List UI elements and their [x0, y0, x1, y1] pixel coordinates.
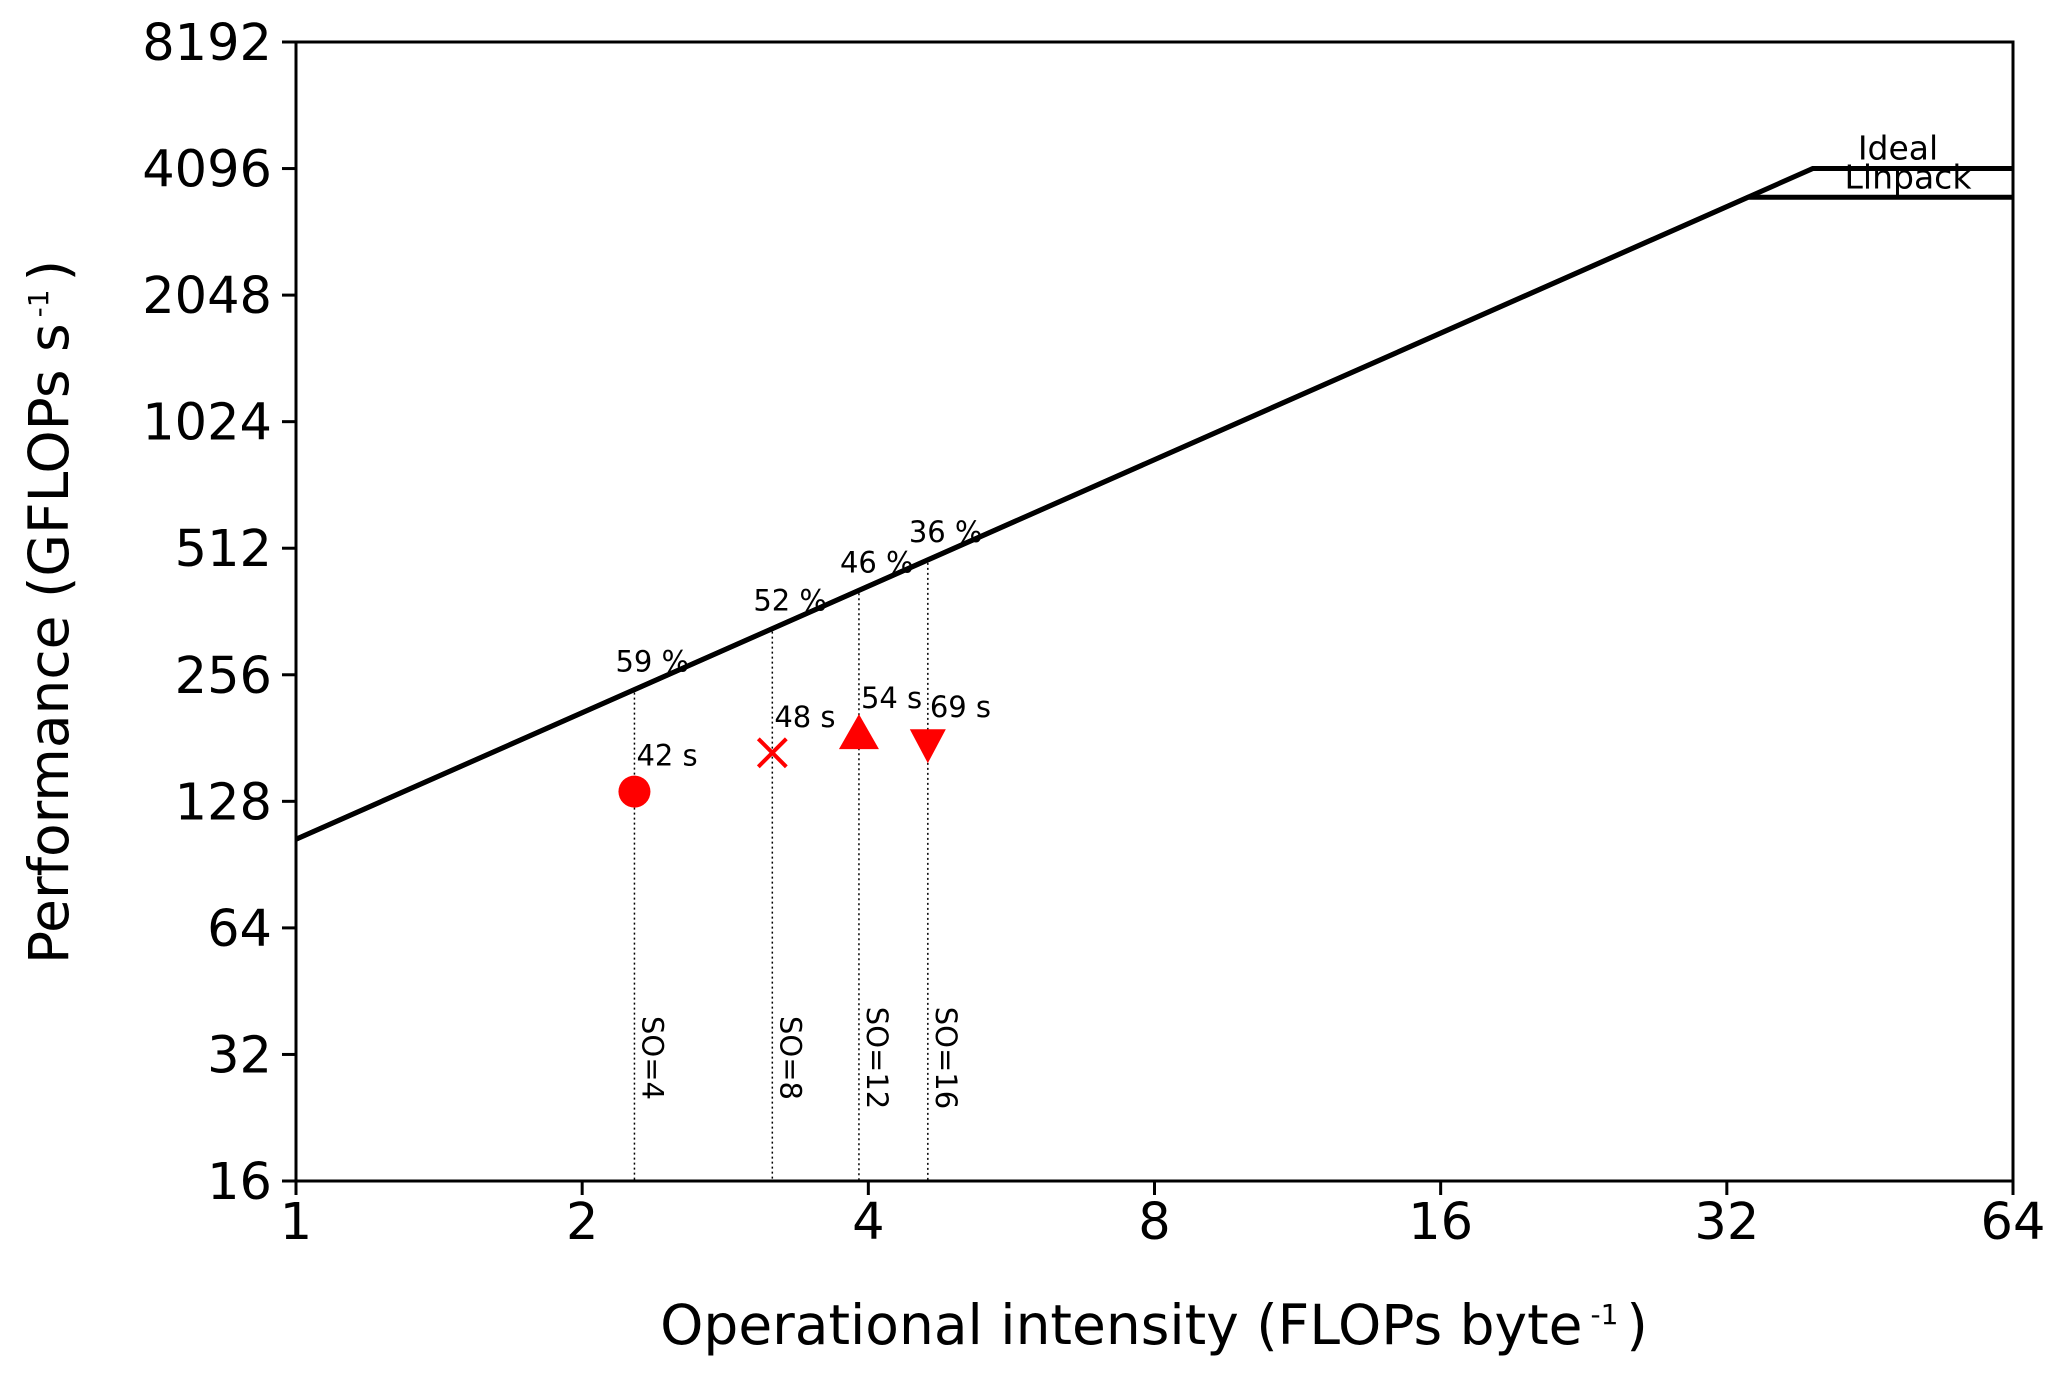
point-efficiency-label: 36 % [909, 515, 983, 549]
roofline-ideal [294, 166, 2013, 842]
roofline-label: Linpack [1845, 157, 1973, 196]
y-tick-label: 1024 [142, 394, 272, 453]
y-axis-title: Performance (GFLOPs s-1) [17, 260, 81, 964]
y-tick-label: 256 [175, 647, 272, 706]
x-tick-label: 4 [852, 1193, 884, 1252]
roofline-label: Ideal [1858, 129, 1938, 168]
point-series-label: SO=16 [929, 1007, 963, 1109]
point-time-label: 48 s [774, 700, 835, 734]
y-tick-label: 64 [207, 900, 272, 959]
point-circle [618, 775, 651, 808]
plot-frame [294, 40, 2015, 1183]
x-tick-label: 1 [280, 1193, 312, 1252]
x-tick-label: 2 [566, 1193, 598, 1252]
point-efficiency-label: 59 % [615, 645, 689, 679]
roofline-linpack [294, 194, 2013, 842]
point-efficiency-label: 46 % [840, 545, 914, 579]
point-series-label: SO=8 [773, 1016, 807, 1100]
y-tick-label: 2048 [142, 267, 272, 326]
y-tick-label: 512 [175, 520, 272, 579]
x-axis: 1 2 4 8 16 32 64 [280, 1181, 2046, 1252]
y-tick-label: 4096 [142, 141, 272, 200]
x-tick-label: 8 [1138, 1193, 1170, 1252]
point-annotations: 42 s 59 % SO=4 48 s 52 % SO=8 54 s 46 % SO=12 69 … [615, 515, 991, 1109]
x-tick-label: 16 [1408, 1193, 1473, 1252]
guide-lines [633, 562, 929, 1181]
y-axis: 16 32 64 128 256 512 1024 2048 4096 8192 [142, 14, 296, 1212]
data-points [618, 714, 946, 808]
point-triangle-down [909, 729, 946, 764]
point-time-label: 42 s [636, 739, 697, 773]
y-tick-label: 16 [207, 1153, 272, 1212]
point-x [756, 737, 788, 769]
x-axis-title: Operational intensity (FLOPs byte -1) [660, 1293, 1648, 1357]
point-time-label: 69 s [930, 690, 991, 724]
y-tick-label: 32 [207, 1026, 272, 1085]
point-efficiency-label: 52 % [753, 584, 827, 618]
x-tick-label: 64 [1981, 1193, 2046, 1252]
y-tick-label: 8192 [142, 14, 272, 73]
point-series-label: SO=12 [860, 1007, 894, 1109]
point-time-label: 54 s [861, 681, 922, 715]
x-tick-label: 32 [1694, 1193, 1759, 1252]
point-triangle-up [838, 714, 879, 750]
point-series-label: SO=4 [635, 1016, 669, 1100]
y-tick-label: 128 [175, 773, 272, 832]
